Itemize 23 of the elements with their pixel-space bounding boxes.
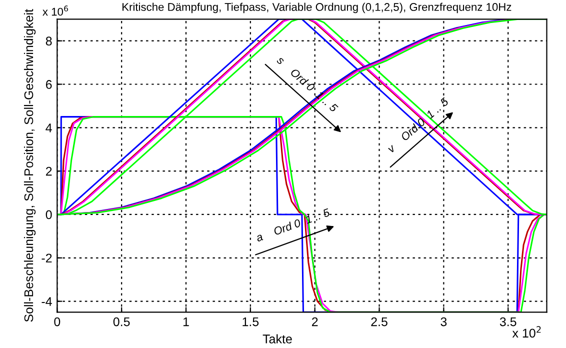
y-tick-label: 0 [46,210,52,220]
y-tick-label: -4 [42,297,52,306]
y-tick-label: 6 [46,80,52,89]
text: x 10$^{2}$ [512,326,541,338]
y-tick-label: 8 [46,36,52,46]
x-tick-label: 2 [312,317,318,326]
y-axis-title: Soll-Beschleunigung, Soll-Position, Soll-Geschwindigkeit [24,9,36,322]
chart-title: Kritische Dämpfung, Tiefpass, Variable Ordnung (0,1,2,5), Grenzfrequenz 10Hz [122,2,512,14]
annotation: a Ord 0 1 .. 5 [255,208,330,242]
annotation: s Ord 0 1 .. 5 [276,55,339,113]
x-tick-label: 1 [183,317,189,326]
x-axis-title: Takte [262,334,292,344]
x-tick-label: 3.5 [500,317,516,326]
y-tick-label: 4 [46,124,52,132]
x-tick-label: 3 [440,317,447,326]
text: x 10$^{6}$ [42,6,68,16]
x-tick-label: 0 [54,317,60,326]
x-tick-label: 2.5 [371,317,388,326]
x-tick-label: 1.5 [242,317,259,326]
y-tick-label: 2 [46,166,52,176]
y-tick-label: -2 [42,254,52,262]
x-tick-label: 0.5 [113,317,130,326]
annotation: v Ord 0 1 .. 5 [386,96,450,154]
